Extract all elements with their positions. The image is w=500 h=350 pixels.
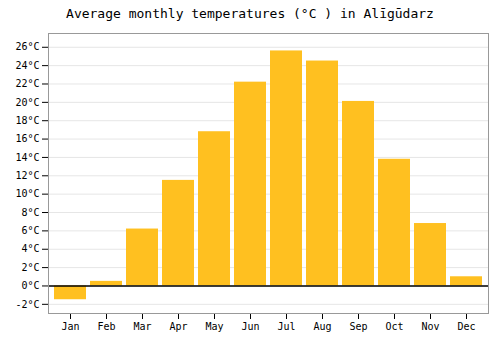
svg-text:22°C: 22°C [15, 78, 39, 89]
svg-text:Sep: Sep [349, 321, 367, 332]
svg-text:18°C: 18°C [15, 115, 39, 126]
svg-text:Aug: Aug [313, 321, 331, 332]
svg-text:6°C: 6°C [21, 225, 39, 236]
svg-text:4°C: 4°C [21, 243, 39, 254]
svg-text:20°C: 20°C [15, 97, 39, 108]
svg-text:Dec: Dec [457, 321, 475, 332]
svg-text:16°C: 16°C [15, 133, 39, 144]
svg-text:May: May [205, 321, 223, 332]
svg-text:10°C: 10°C [15, 188, 39, 199]
svg-text:Jan: Jan [61, 321, 79, 332]
svg-text:Jun: Jun [241, 321, 259, 332]
html-text:Average monthly temperatures (: Average monthly temperatures (°C ) in Al… [66, 6, 434, 21]
svg-text:Oct: Oct [385, 321, 403, 332]
svg-text:-2°C: -2°C [15, 299, 39, 310]
svg-text:Feb: Feb [97, 321, 115, 332]
svg-text:Mar: Mar [133, 321, 151, 332]
svg-text:Nov: Nov [421, 321, 439, 332]
svg-text:12°C: 12°C [15, 170, 39, 181]
svg-text:8°C: 8°C [21, 207, 39, 218]
svg-text:Apr: Apr [169, 321, 187, 332]
svg-text:2°C: 2°C [21, 262, 39, 273]
svg-text:14°C: 14°C [15, 152, 39, 163]
svg-text:24°C: 24°C [15, 60, 39, 71]
svg-text:Jul: Jul [277, 321, 295, 332]
svg-text:0°C: 0°C [21, 280, 39, 291]
svg-text:26°C: 26°C [15, 41, 39, 52]
